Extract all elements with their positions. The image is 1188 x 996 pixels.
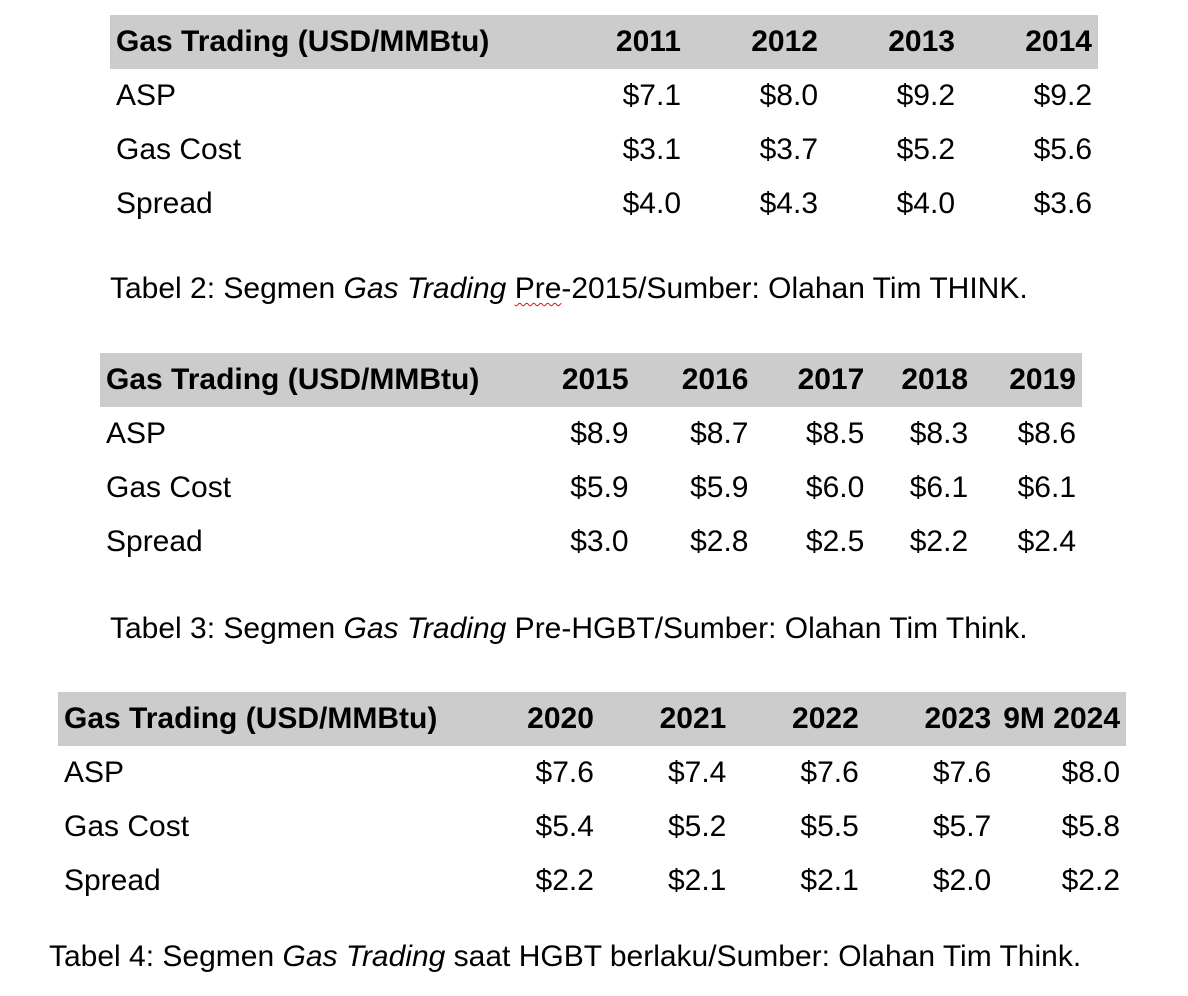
table-cell: $5.8	[1061, 810, 1120, 843]
header-cell: 2013	[824, 15, 961, 69]
table-cell: $7.6	[800, 756, 859, 789]
table-row: Gas Cost $5.4 $5.2 $5.5 $5.7 $5.8	[58, 800, 1126, 854]
table-cell: $9.2	[896, 79, 955, 112]
table-row: ASP $7.6 $7.4 $7.6 $7.6 $8.0	[58, 746, 1126, 800]
table-row: Spread $2.2 $2.1 $2.1 $2.0 $2.2	[58, 854, 1126, 908]
table-cell: $2.8	[690, 525, 749, 558]
table-cell: $3.0	[570, 525, 629, 558]
header-cell: 2016	[634, 353, 755, 407]
table-cell: $6.0	[805, 471, 865, 504]
table-cell: $3.6	[1033, 187, 1092, 220]
table-cell: $8.0	[759, 79, 818, 112]
header-cell: 2012	[687, 15, 824, 69]
table-cell: $7.1	[622, 79, 681, 112]
table-header-row: Gas Trading (USD/MMBtu) 2015 2016 2017 2…	[100, 353, 1082, 407]
table-cell: $9.2	[1033, 79, 1092, 112]
table-header-row: Gas Trading (USD/MMBtu) 2011 2012 2013 2…	[110, 15, 1098, 69]
header-cell: Gas Trading (USD/MMBtu)	[58, 692, 475, 746]
header-cell: 2015	[514, 353, 635, 407]
header-cell: 2019	[974, 353, 1082, 407]
table-cell: $6.1	[909, 471, 969, 504]
caption-text: Tabel 4: Segmen	[49, 940, 283, 973]
header-cell: 2018	[870, 353, 975, 407]
table-caption: Tabel 4: Segmen Gas Trading saat HGBT be…	[49, 940, 1081, 974]
caption-italic: Gas Trading	[343, 272, 507, 305]
header-cell: 2014	[961, 15, 1098, 69]
table-header-row: Gas Trading (USD/MMBtu) 2020 2021 2022 2…	[58, 692, 1126, 746]
table-row: ASP $8.9 $8.7 $8.5 $8.3 $8.6	[100, 407, 1082, 461]
caption-text: -2015/Sumber: Olahan Tim THINK.	[561, 272, 1028, 305]
header-cell: Gas Trading (USD/MMBtu)	[100, 353, 515, 407]
row-label: ASP	[106, 417, 167, 450]
header-cell: 2011	[550, 15, 687, 69]
table-cell: $2.2	[535, 864, 594, 897]
caption-text: Tabel 2: Segmen	[110, 272, 344, 305]
header-cell: 9M 2024	[997, 692, 1126, 746]
row-label: ASP	[116, 79, 177, 112]
caption-italic: Gas Trading	[343, 612, 507, 645]
row-label: ASP	[64, 756, 125, 789]
table-cell: $2.1	[667, 864, 727, 897]
table-caption: Tabel 2: Segmen Gas Trading Pre-2015/Sum…	[110, 272, 1028, 306]
row-label: Spread	[116, 187, 213, 220]
table-cell: $5.9	[570, 471, 629, 504]
table-row: Spread $4.0 $4.3 $4.0 $3.6	[110, 177, 1098, 231]
header-cell: 2021	[599, 692, 733, 746]
table-cell: $2.1	[800, 864, 859, 897]
table-cell: $5.6	[1033, 133, 1092, 166]
table-cell: $8.0	[1061, 756, 1120, 789]
header-cell: 2020	[474, 692, 600, 746]
table-cell: $3.7	[759, 133, 818, 166]
gas-trading-table-2011-2014: Gas Trading (USD/MMBtu) 2011 2012 2013 2…	[110, 15, 1098, 231]
table-cell: $8.9	[570, 417, 629, 450]
table-cell: $8.7	[690, 417, 749, 450]
table-cell: $5.7	[932, 810, 992, 843]
table-cell: $2.4	[1017, 525, 1076, 558]
table-cell: $7.6	[535, 756, 594, 789]
row-label: Gas Cost	[116, 133, 242, 166]
table-row: ASP $7.1 $8.0 $9.2 $9.2	[110, 69, 1098, 123]
row-label: Spread	[106, 525, 203, 558]
table-cell: $8.3	[909, 417, 969, 450]
table-cell: $2.0	[932, 864, 992, 897]
table-cell: $3.1	[622, 133, 681, 166]
caption-italic: Gas Trading	[282, 940, 446, 973]
gas-trading-table-2015-2019: Gas Trading (USD/MMBtu) 2015 2016 2017 2…	[100, 353, 1082, 569]
table-cell: $5.9	[690, 471, 749, 504]
table-row: Spread $3.0 $2.8 $2.5 $2.2 $2.4	[100, 515, 1082, 569]
table-cell: $2.5	[805, 525, 865, 558]
header-cell: 2017	[754, 353, 871, 407]
table-cell: $4.0	[622, 187, 681, 220]
header-cell: Gas Trading (USD/MMBtu)	[110, 15, 550, 69]
table-cell: $4.0	[896, 187, 955, 220]
table-cell: $4.3	[759, 187, 818, 220]
row-label: Spread	[64, 864, 161, 897]
table-cell: $5.2	[667, 810, 727, 843]
spellcheck-flagged-word[interactable]: Pre	[514, 272, 562, 305]
table-cell: $5.2	[896, 133, 955, 166]
caption-text: Tabel 3: Segmen	[110, 612, 344, 645]
row-label: Gas Cost	[64, 810, 190, 843]
table-cell: $5.5	[800, 810, 859, 843]
header-cell: 2023	[864, 692, 998, 746]
table-row: Gas Cost $5.9 $5.9 $6.0 $6.1 $6.1	[100, 461, 1082, 515]
table-cell: $7.4	[667, 756, 727, 789]
table-cell: $2.2	[909, 525, 969, 558]
table-cell: $8.6	[1017, 417, 1076, 450]
table-caption: Tabel 3: Segmen Gas Trading Pre-HGBT/Sum…	[110, 612, 1028, 646]
caption-text: saat HGBT berlaku/Sumber: Olahan Tim Thi…	[445, 940, 1082, 973]
header-cell: 2022	[732, 692, 865, 746]
table-cell: $2.2	[1061, 864, 1120, 897]
table-cell: $5.4	[535, 810, 594, 843]
table-cell: $7.6	[932, 756, 992, 789]
table-cell: $8.5	[805, 417, 865, 450]
table-cell: $6.1	[1017, 471, 1076, 504]
table-row: Gas Cost $3.1 $3.7 $5.2 $5.6	[110, 123, 1098, 177]
gas-trading-table-2020-2024: Gas Trading (USD/MMBtu) 2020 2021 2022 2…	[58, 692, 1126, 908]
caption-text: Pre-HGBT/Sumber: Olahan Tim Think.	[506, 612, 1028, 645]
row-label: Gas Cost	[106, 471, 232, 504]
